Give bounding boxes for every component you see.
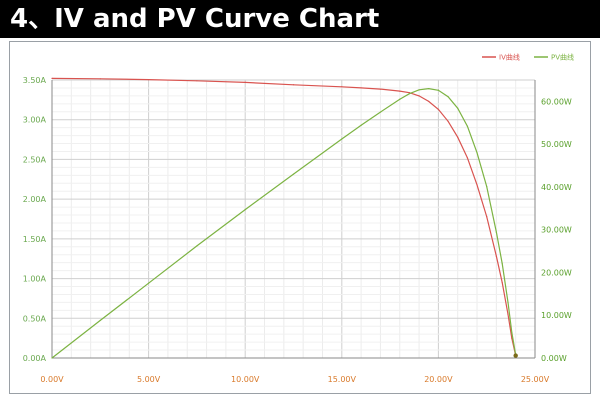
series-1-point bbox=[244, 81, 246, 83]
y2-tick-label: 20.00W bbox=[541, 268, 572, 277]
series-2-point bbox=[51, 357, 53, 359]
series-2-point bbox=[408, 93, 411, 95]
series-1-point bbox=[399, 90, 401, 92]
series-2-point bbox=[511, 331, 513, 333]
y-tick-label: 3.00A bbox=[23, 116, 47, 125]
series-2-point bbox=[466, 125, 468, 127]
legend-label: IV曲线 bbox=[499, 53, 520, 62]
series-1-point bbox=[501, 281, 503, 284]
series-2-point bbox=[501, 262, 503, 265]
series-2-point bbox=[196, 245, 198, 247]
series-2-point bbox=[418, 89, 420, 91]
series-1-point bbox=[51, 77, 53, 80]
series-2-point bbox=[379, 111, 382, 113]
series-1-point bbox=[457, 136, 459, 138]
series-1-point bbox=[379, 88, 382, 90]
series-group bbox=[51, 77, 518, 359]
legend-label: PV曲线 bbox=[551, 53, 574, 62]
series-line-1 bbox=[51, 77, 517, 356]
series-1-point bbox=[341, 86, 343, 88]
series-2-point bbox=[99, 319, 101, 321]
series-2-point bbox=[428, 87, 430, 90]
end-marker bbox=[513, 353, 518, 358]
grid bbox=[51, 79, 536, 359]
y2-tick-label: 30.00W bbox=[541, 226, 572, 235]
series-2-point bbox=[341, 138, 343, 140]
legend: IV曲线 PV曲线 bbox=[482, 53, 574, 62]
x-tick-label: 10.00V bbox=[231, 375, 260, 384]
y-tick-label: 2.00A bbox=[23, 195, 47, 204]
iv-pv-chart: 0.00A 0.50A 1.00A 1.50A 2.00A 2.50A 3.00A 3.50A… bbox=[23, 53, 574, 385]
series-2-point bbox=[495, 231, 497, 233]
series-1-point bbox=[418, 95, 420, 97]
series-1-point bbox=[99, 78, 101, 80]
y-tick-label: 1.50A bbox=[23, 235, 47, 244]
series-2-point bbox=[507, 301, 509, 303]
series-2-point bbox=[437, 89, 439, 91]
chart-frame: 0.00A 0.50A 1.00A 1.50A 2.00A 2.50A 3.00A 3.50A… bbox=[9, 41, 591, 394]
x-tick-label: 20.00V bbox=[424, 375, 453, 384]
y2-tick-label: 40.00W bbox=[541, 183, 572, 192]
y2-tick-label: 60.00W bbox=[541, 97, 572, 106]
y-tick-label: 0.50A bbox=[23, 314, 47, 323]
series-1-point bbox=[511, 337, 513, 339]
y-tick-label: 0.00A bbox=[23, 354, 47, 363]
y2-tick-label: 50.00W bbox=[541, 140, 572, 149]
series-1-point bbox=[486, 216, 488, 218]
series-2-point bbox=[486, 185, 488, 188]
series-line-2 bbox=[51, 87, 517, 359]
y2-tick-label: 10.00W bbox=[541, 311, 572, 320]
series-1-point bbox=[466, 157, 468, 159]
series-2-point bbox=[360, 124, 362, 126]
series-1-point bbox=[495, 255, 497, 257]
tick-labels: 0.00A 0.50A 1.00A 1.50A 2.00A 2.50A 3.00A 3.50A… bbox=[23, 76, 572, 384]
series-1-point bbox=[148, 79, 150, 81]
series-2-point bbox=[399, 98, 401, 100]
series-2-point bbox=[476, 152, 478, 154]
series-1-point bbox=[447, 120, 449, 122]
series-1-point bbox=[476, 184, 478, 186]
y-tick-label: 1.00A bbox=[23, 275, 47, 284]
page-title: 4、IV and PV Curve Chart bbox=[10, 4, 380, 34]
x-tick-label: 5.00V bbox=[137, 375, 161, 384]
series-1-point bbox=[507, 313, 509, 315]
series-1-point bbox=[437, 108, 439, 110]
series-2-point bbox=[148, 282, 150, 284]
series-2-point bbox=[292, 173, 295, 175]
x-tick-label: 25.00V bbox=[521, 375, 550, 384]
y2-tick-label: 0.00W bbox=[541, 354, 567, 363]
y-tick-label: 3.50A bbox=[23, 76, 47, 85]
series-2-point bbox=[447, 96, 449, 98]
y-tick-label: 2.50A bbox=[23, 155, 47, 164]
series-2-point bbox=[457, 107, 459, 109]
series-1-point bbox=[428, 100, 430, 103]
title-bar: 4、IV and PV Curve Chart bbox=[0, 0, 600, 38]
x-tick-label: 0.00V bbox=[40, 375, 64, 384]
series-1-point bbox=[360, 87, 362, 89]
series-1-point bbox=[196, 80, 198, 82]
series-2-point bbox=[244, 208, 246, 211]
x-tick-label: 15.00V bbox=[328, 375, 357, 384]
axes bbox=[51, 80, 536, 359]
series-1-point bbox=[292, 84, 295, 86]
